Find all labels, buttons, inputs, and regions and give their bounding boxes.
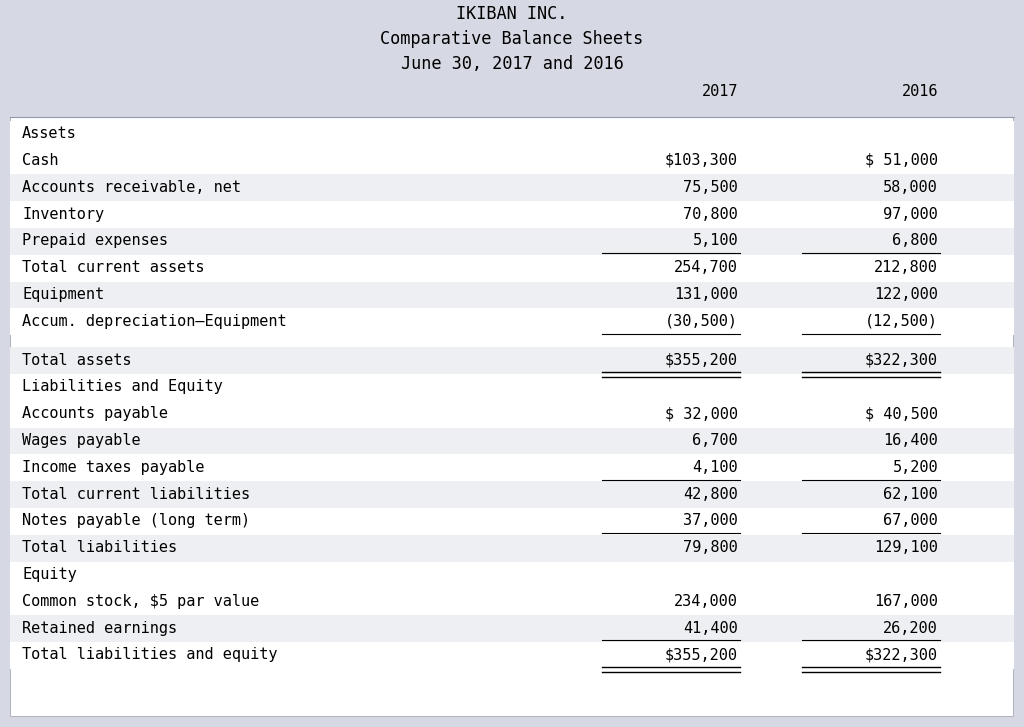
Bar <box>10 427 1014 454</box>
Text: Assets: Assets <box>22 126 77 141</box>
Text: Wages payable: Wages payable <box>22 433 140 448</box>
Bar <box>10 348 1014 374</box>
Text: 37,000: 37,000 <box>683 513 738 529</box>
Text: 5,100: 5,100 <box>692 233 738 249</box>
Text: $322,300: $322,300 <box>865 353 938 368</box>
Text: 122,000: 122,000 <box>874 287 938 302</box>
Text: (30,500): (30,500) <box>665 314 738 329</box>
Text: 70,800: 70,800 <box>683 206 738 222</box>
Text: 42,800: 42,800 <box>683 486 738 502</box>
Bar <box>10 716 1014 717</box>
Text: 67,000: 67,000 <box>884 513 938 529</box>
Text: Accounts receivable, net: Accounts receivable, net <box>22 180 241 195</box>
Bar <box>10 228 1014 254</box>
Bar <box>10 642 1014 669</box>
Text: Notes payable (long term): Notes payable (long term) <box>22 513 250 529</box>
Text: 58,000: 58,000 <box>884 180 938 195</box>
Text: Accum. depreciation–Equipment: Accum. depreciation–Equipment <box>22 314 287 329</box>
Text: Inventory: Inventory <box>22 206 104 222</box>
Bar <box>0 0 1024 117</box>
Text: Retained earnings: Retained earnings <box>22 621 177 635</box>
Bar <box>10 121 1014 148</box>
Text: $322,300: $322,300 <box>865 647 938 662</box>
Bar <box>10 535 1014 562</box>
Bar <box>10 148 1014 174</box>
Text: 4,100: 4,100 <box>692 459 738 475</box>
Text: 6,700: 6,700 <box>692 433 738 448</box>
Text: $355,200: $355,200 <box>665 647 738 662</box>
Text: $355,200: $355,200 <box>665 353 738 368</box>
Bar <box>10 481 1014 508</box>
Bar <box>10 254 1014 281</box>
Text: 129,100: 129,100 <box>874 540 938 555</box>
Text: 6,800: 6,800 <box>892 233 938 249</box>
Text: Prepaid expenses: Prepaid expenses <box>22 233 168 249</box>
Bar <box>10 374 1014 401</box>
Text: 167,000: 167,000 <box>874 594 938 608</box>
Text: Total current assets: Total current assets <box>22 260 205 275</box>
Text: $ 40,500: $ 40,500 <box>865 406 938 421</box>
Text: Equity: Equity <box>22 567 77 582</box>
Bar <box>10 508 1014 535</box>
Text: 26,200: 26,200 <box>884 621 938 635</box>
Bar <box>10 308 1014 335</box>
Text: $103,300: $103,300 <box>665 153 738 168</box>
Text: 212,800: 212,800 <box>874 260 938 275</box>
Text: June 30, 2017 and 2016: June 30, 2017 and 2016 <box>400 55 624 73</box>
Text: $ 32,000: $ 32,000 <box>665 406 738 421</box>
Text: 5,200: 5,200 <box>892 459 938 475</box>
Bar <box>10 588 1014 615</box>
Bar <box>10 117 1014 717</box>
Text: 97,000: 97,000 <box>884 206 938 222</box>
Bar <box>10 401 1014 427</box>
Text: IKIBAN INC.: IKIBAN INC. <box>457 5 567 23</box>
Text: Equipment: Equipment <box>22 287 104 302</box>
Text: 75,500: 75,500 <box>683 180 738 195</box>
Text: Total liabilities: Total liabilities <box>22 540 177 555</box>
Bar <box>10 281 1014 308</box>
Text: Total assets: Total assets <box>22 353 131 368</box>
Bar <box>10 562 1014 588</box>
Text: Common stock, $5 par value: Common stock, $5 par value <box>22 594 259 608</box>
Text: Accounts payable: Accounts payable <box>22 406 168 421</box>
Text: (12,500): (12,500) <box>865 314 938 329</box>
Text: $ 51,000: $ 51,000 <box>865 153 938 168</box>
Text: Total liabilities and equity: Total liabilities and equity <box>22 647 278 662</box>
Text: 41,400: 41,400 <box>683 621 738 635</box>
Text: 62,100: 62,100 <box>884 486 938 502</box>
Bar <box>10 174 1014 201</box>
Text: 254,700: 254,700 <box>674 260 738 275</box>
Bar <box>10 201 1014 228</box>
Text: Income taxes payable: Income taxes payable <box>22 459 205 475</box>
Bar <box>10 454 1014 481</box>
Text: Cash: Cash <box>22 153 58 168</box>
Text: 2016: 2016 <box>901 84 938 100</box>
Text: Liabilities and Equity: Liabilities and Equity <box>22 379 223 394</box>
Text: 234,000: 234,000 <box>674 594 738 608</box>
Text: Comparative Balance Sheets: Comparative Balance Sheets <box>380 30 644 48</box>
Bar <box>10 615 1014 642</box>
Text: 131,000: 131,000 <box>674 287 738 302</box>
Bar <box>10 117 1014 118</box>
Text: Total current liabilities: Total current liabilities <box>22 486 250 502</box>
Text: 79,800: 79,800 <box>683 540 738 555</box>
Text: 16,400: 16,400 <box>884 433 938 448</box>
Bar <box>0 717 1024 727</box>
Text: 2017: 2017 <box>701 84 738 100</box>
